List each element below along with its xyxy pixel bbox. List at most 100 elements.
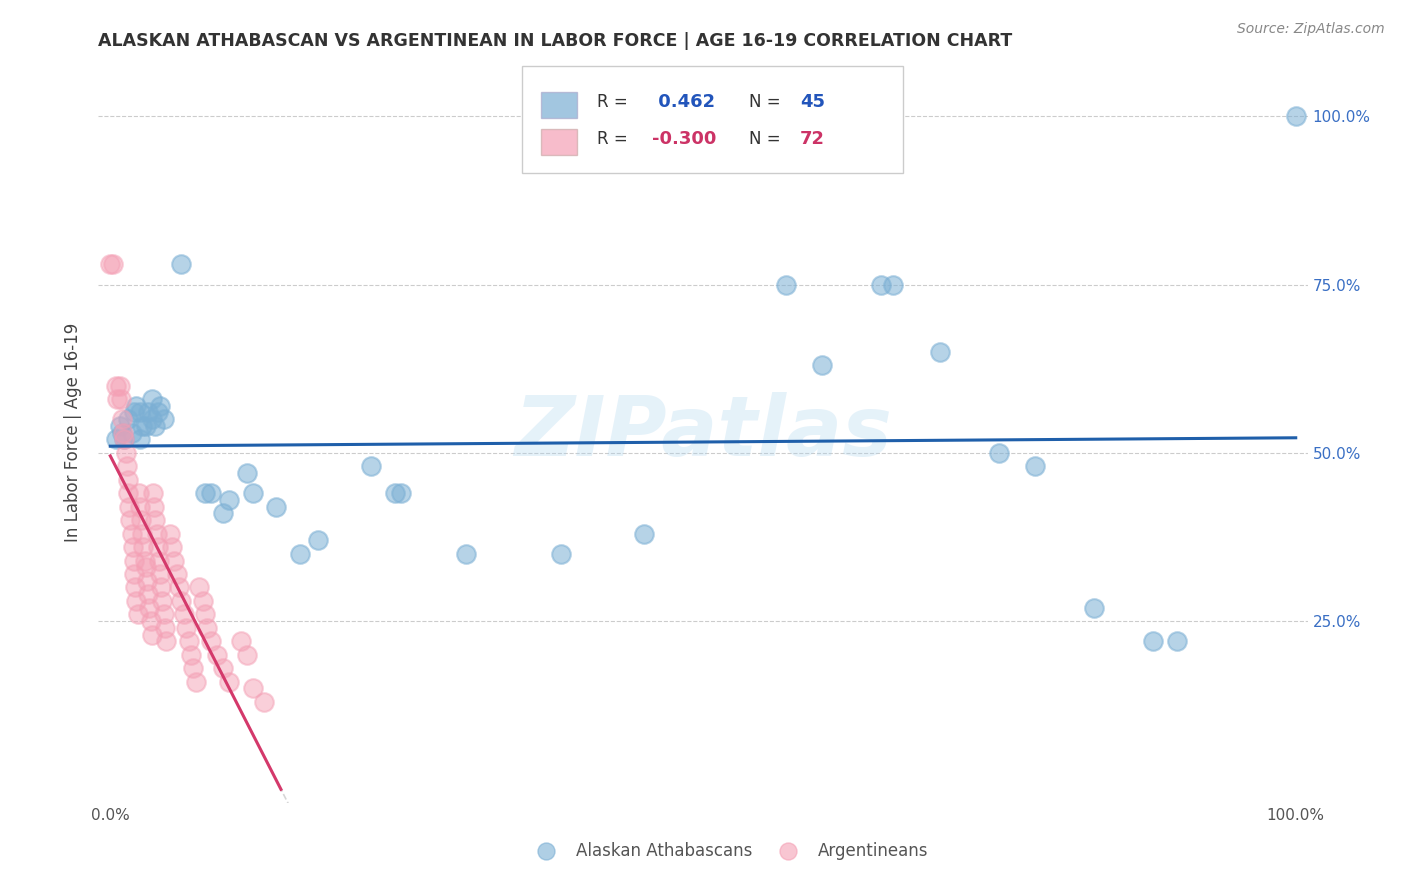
Point [111,412,134,426]
Point [128,486,150,500]
Point [135,418,157,433]
Point [882,277,904,292]
Point [121,540,143,554]
Text: Source: ZipAtlas.com: Source: ZipAtlas.com [1237,22,1385,37]
Point [129,405,152,419]
Point [163,553,186,567]
Point [143,418,166,433]
Point [384,486,406,500]
Point [166,566,188,581]
Point [235,648,257,662]
Point [131,526,153,541]
Point [122,405,145,419]
Point [146,405,169,419]
Point [131,418,153,433]
Point [235,466,257,480]
Point [143,500,166,514]
Point [180,648,202,662]
Point [129,500,152,514]
Point [134,553,156,567]
Point [633,526,655,541]
Point [142,486,165,500]
Point [212,507,235,521]
Point [205,648,228,662]
Point [118,500,141,514]
Point [108,378,131,392]
Point [197,621,219,635]
Point [170,257,193,271]
Text: ZIPatlas: ZIPatlas [515,392,891,473]
Point [105,392,128,406]
Point [155,634,177,648]
Point [212,661,235,675]
Point [148,553,170,567]
Point [1083,600,1105,615]
Point [389,486,412,500]
Point [160,540,183,554]
Point [135,560,157,574]
Point [143,513,166,527]
Point [288,547,311,561]
Point [181,661,204,675]
Point [454,547,477,561]
Point [129,513,152,527]
Point [167,581,190,595]
Text: Alaskan Athabascans: Alaskan Athabascans [576,842,752,860]
Point [153,621,176,635]
Point [117,473,139,487]
Text: R =: R = [596,93,633,111]
Point [138,600,160,615]
Point [149,566,172,581]
Point [307,533,329,548]
Point [264,500,287,514]
Point [152,412,174,426]
Point [174,621,197,635]
Point [1024,459,1046,474]
Point [194,607,217,622]
Point [1166,634,1188,648]
Point [110,392,132,406]
Point [136,405,159,419]
Point [537,826,560,840]
Point [194,486,217,500]
Point [117,412,139,426]
Point [152,594,174,608]
Point [141,392,163,406]
Text: 0.462: 0.462 [652,93,716,111]
Point [1142,634,1164,648]
Point [101,257,124,271]
Point [132,540,155,554]
Point [122,553,145,567]
Point [184,674,207,689]
Text: R =: R = [596,129,633,148]
Point [111,425,134,440]
Point [112,425,135,440]
Text: N =: N = [749,93,786,111]
Point [105,433,128,447]
Point [141,412,163,426]
Point [242,681,264,696]
Text: 72: 72 [800,129,825,148]
Point [159,526,181,541]
Point [121,526,143,541]
Point [242,486,264,500]
Point [218,674,240,689]
Point [200,486,222,500]
Y-axis label: In Labor Force | Age 16-19: In Labor Force | Age 16-19 [65,323,83,542]
Text: N =: N = [749,129,786,148]
Point [550,547,572,561]
Point [98,257,121,271]
Point [129,433,152,447]
Point [127,607,149,622]
Point [869,277,891,292]
Point [149,399,172,413]
Point [988,446,1011,460]
Point [1285,109,1308,123]
Point [117,486,139,500]
Point [125,399,148,413]
Point [114,446,136,460]
Point [121,425,143,440]
Point [152,607,174,622]
Point [170,594,193,608]
Point [177,634,200,648]
